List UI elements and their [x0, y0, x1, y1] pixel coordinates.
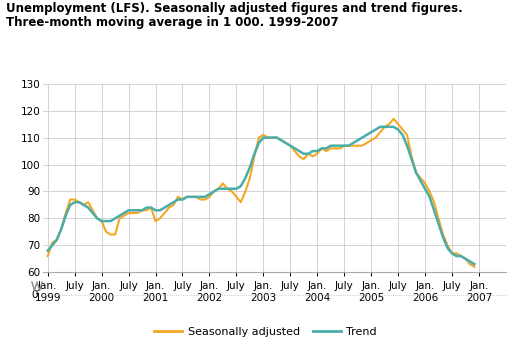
- Text: Three-month moving average in 1 000. 1999-2007: Three-month moving average in 1 000. 199…: [6, 16, 339, 29]
- Text: 0: 0: [32, 290, 38, 300]
- Text: Unemployment (LFS). Seasonally adjusted figures and trend figures.: Unemployment (LFS). Seasonally adjusted …: [6, 2, 463, 15]
- Legend: Seasonally adjusted, Trend: Seasonally adjusted, Trend: [150, 323, 382, 342]
